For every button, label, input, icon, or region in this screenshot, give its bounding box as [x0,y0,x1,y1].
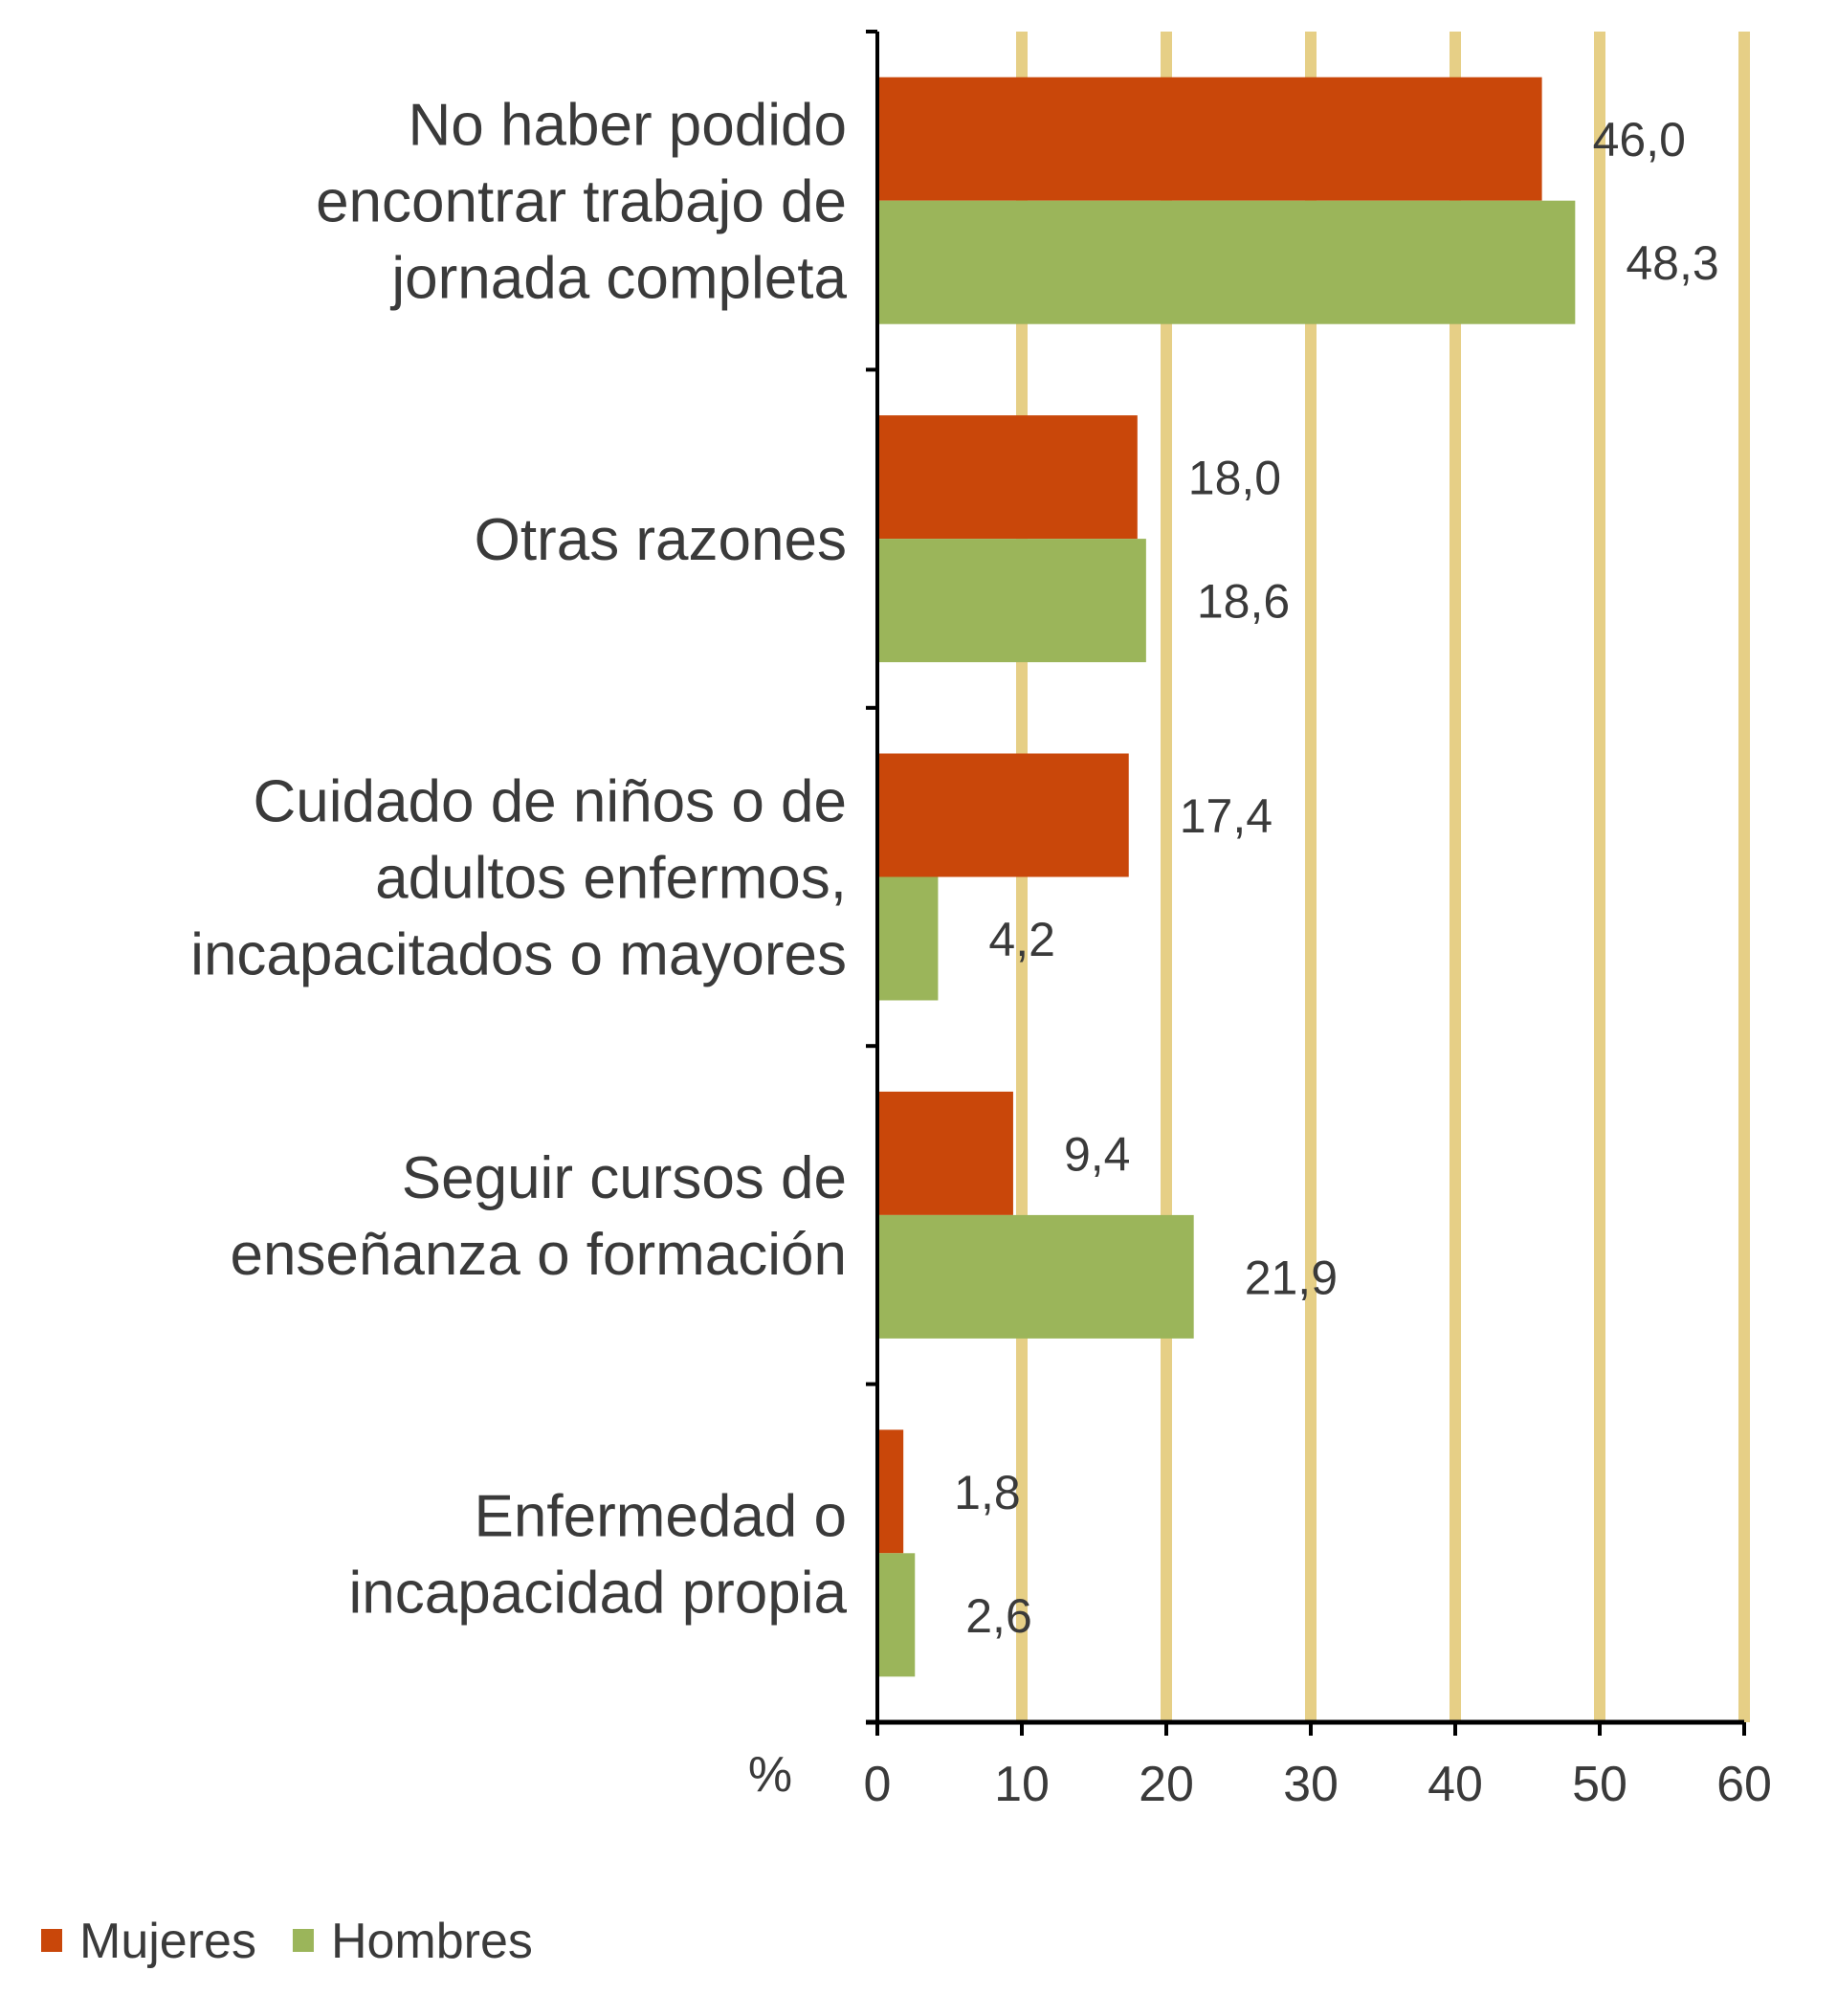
data-label: 17,4 [1180,789,1273,843]
bar-mujeres [877,753,1129,877]
category-label: enseñanza o formación [230,1222,847,1288]
bar-hombres [877,1214,1194,1339]
x-tick-label: 20 [1139,1757,1194,1812]
bar-hombres [877,200,1576,324]
legend-label-hombres: Hombres [331,1914,533,1969]
category-label: Enfermedad o [475,1483,847,1549]
data-label: 18,0 [1188,452,1281,505]
category-label: Otras razones [475,507,847,573]
x-tick-label: 40 [1428,1757,1483,1812]
legend-swatch-mujeres [41,1929,62,1952]
data-label: 18,6 [1197,575,1290,629]
category-label: jornada completa [389,246,847,312]
category-label: Seguir cursos de [402,1145,847,1211]
data-label: 46,0 [1593,113,1686,166]
bar-hombres [877,1553,916,1677]
legend-label-mujeres: Mujeres [79,1914,256,1969]
x-tick-label: 0 [864,1757,892,1812]
data-label: 48,3 [1626,236,1718,290]
category-label: Cuidado de niños o de [254,769,847,835]
category-label: incapacitados o mayores [190,922,847,988]
data-label: 1,8 [954,1466,1021,1519]
bar-mujeres [877,415,1138,540]
legend-swatch-hombres [292,1929,314,1952]
x-tick-label: 60 [1716,1757,1772,1812]
bar-mujeres [877,1429,904,1554]
data-label: 2,6 [965,1589,1032,1643]
category-label: encontrar trabajo de [316,169,847,235]
x-tick-label: 50 [1572,1757,1627,1812]
x-axis-label: % [748,1747,792,1803]
data-label: 21,9 [1245,1251,1338,1304]
category-label: No haber podido [409,93,847,159]
bar-hombres [877,876,939,1001]
x-tick-label: 30 [1283,1757,1339,1812]
data-label: 4,2 [988,913,1055,966]
bar-mujeres [877,1091,1013,1215]
bar-mujeres [877,77,1542,201]
category-label: adultos enfermos, [375,846,847,912]
bar-hombres [877,539,1146,663]
category-label: incapacidad propia [349,1560,848,1626]
data-label: 9,4 [1064,1127,1131,1181]
x-tick-label: 10 [994,1757,1050,1812]
